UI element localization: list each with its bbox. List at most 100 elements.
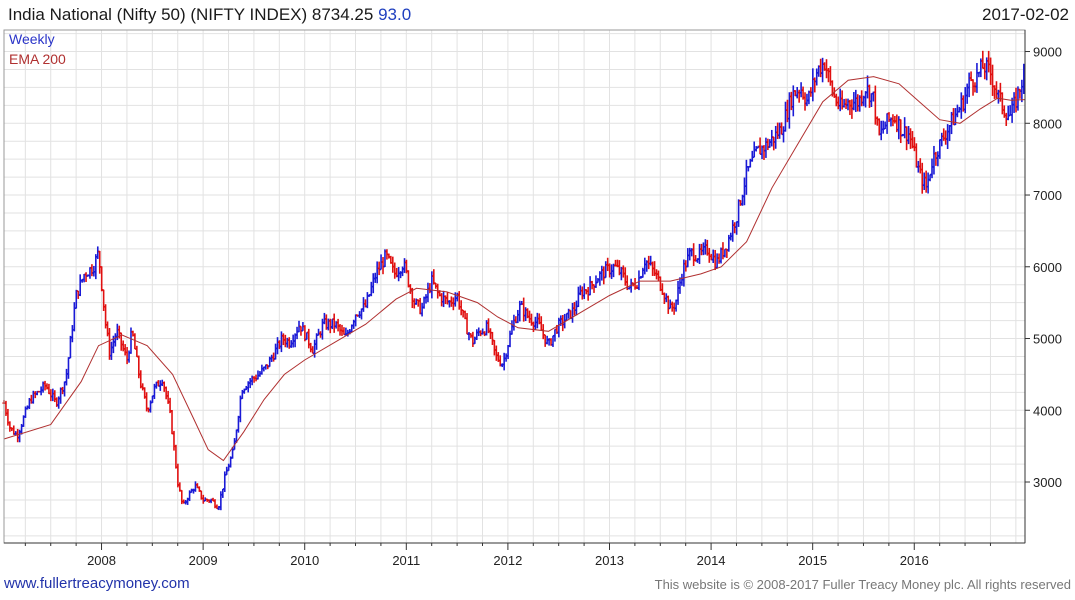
weekly-bar	[641, 267, 645, 278]
weekly-bar	[856, 94, 860, 112]
weekly-bar	[221, 488, 225, 498]
weekly-bar	[860, 90, 864, 107]
weekly-bar	[623, 267, 627, 286]
weekly-bar	[311, 346, 315, 355]
weekly-bar	[698, 243, 702, 265]
weekly-bar	[492, 339, 496, 356]
weekly-bar	[582, 283, 586, 300]
weekly-bar	[811, 68, 815, 102]
weekly-bar	[528, 310, 532, 323]
weekly-bar	[418, 297, 422, 315]
weekly-bar	[8, 421, 12, 432]
weekly-bar	[815, 68, 819, 86]
weekly-bar	[481, 328, 485, 335]
weekly-bar	[580, 286, 584, 300]
weekly-bar	[252, 376, 256, 383]
legend-weekly: Weekly	[9, 31, 55, 47]
weekly-bar	[109, 341, 113, 360]
weekly-bar	[541, 324, 545, 340]
weekly-bar	[893, 115, 897, 124]
weekly-bar	[254, 374, 258, 382]
weekly-bar	[317, 328, 321, 336]
weekly-bar	[543, 334, 547, 347]
weekly-bar	[420, 302, 424, 317]
weekly-bar	[703, 239, 707, 255]
weekly-bar	[721, 242, 725, 260]
weekly-bar	[401, 266, 405, 277]
weekly-bar	[946, 124, 950, 150]
weekly-bar	[750, 150, 754, 162]
weekly-bar	[699, 243, 703, 256]
weekly-bar	[360, 308, 364, 320]
weekly-bar	[139, 370, 143, 389]
weekly-bar	[201, 494, 205, 504]
weekly-bar	[68, 335, 72, 359]
chart-axes: 2008 2009 2010 2011 2012 2013 2014 2015 2016 3000…	[3, 29, 1062, 568]
weekly-bar	[825, 59, 829, 79]
weekly-bar	[762, 145, 766, 160]
y-tick-label: 5000	[1033, 332, 1062, 347]
weekly-bar	[881, 120, 885, 134]
weekly-bar	[666, 295, 670, 314]
weekly-bar	[852, 92, 856, 111]
copyright-notice: This website is © 2008-2017 Fuller Treac…	[654, 577, 1071, 592]
weekly-bar	[424, 294, 428, 304]
weekly-bar	[834, 93, 838, 107]
weekly-bar	[121, 340, 125, 352]
weekly-bar	[504, 353, 508, 362]
weekly-bar	[875, 116, 879, 126]
weekly-bar	[643, 257, 647, 275]
weekly-bar	[113, 333, 117, 347]
weekly-bar	[135, 345, 139, 358]
weekly-bar	[735, 221, 739, 235]
weekly-bar	[780, 122, 784, 136]
weekly-bar	[758, 137, 762, 156]
weekly-bar	[236, 415, 240, 433]
weekly-bar	[272, 352, 276, 362]
weekly-bar	[910, 131, 914, 149]
price-change: 93.0	[378, 5, 412, 24]
weekly-bar	[465, 313, 469, 335]
ema-200-polyline	[3, 76, 1026, 462]
weekly-bar	[604, 261, 608, 279]
weekly-bar	[656, 270, 660, 282]
weekly-bar	[723, 248, 727, 258]
weekly-bar	[123, 344, 127, 356]
weekly-bar	[170, 409, 174, 435]
weekly-bar	[778, 122, 782, 139]
weekly-bar	[754, 146, 758, 152]
weekly-bar	[608, 263, 612, 278]
weekly-bar	[49, 389, 53, 402]
website-link[interactable]: www.fullertreacymoney.com	[4, 575, 190, 592]
weekly-bar	[678, 277, 682, 294]
weekly-bar	[602, 266, 606, 285]
weekly-bar	[248, 378, 252, 389]
weekly-bar	[449, 296, 453, 307]
weekly-bar	[471, 331, 475, 348]
weekly-bar	[571, 302, 575, 323]
y-tick-label: 6000	[1033, 260, 1062, 275]
weekly-bar	[782, 126, 786, 143]
weekly-bar	[84, 272, 88, 283]
weekly-bar	[688, 247, 692, 261]
x-tick-label: 2014	[697, 553, 726, 568]
weekly-bar	[803, 92, 807, 111]
y-tick-label: 9000	[1033, 45, 1062, 60]
weekly-bar	[176, 463, 180, 488]
weekly-bar	[664, 293, 668, 303]
weekly-bar	[600, 265, 604, 281]
weekly-bar	[88, 267, 92, 279]
weekly-bar	[836, 96, 840, 110]
weekly-bar	[686, 248, 690, 268]
weekly-bar	[842, 98, 846, 108]
weekly-bar	[309, 342, 313, 353]
weekly-bar	[270, 354, 274, 362]
weekly-bar	[283, 334, 287, 348]
weekly-bar	[1008, 105, 1012, 117]
weekly-bar	[74, 289, 78, 310]
weekly-bar	[658, 276, 662, 292]
weekly-bar	[797, 89, 801, 103]
weekly-bar	[279, 331, 283, 353]
weekly-bar	[66, 357, 70, 379]
weekly-bar	[719, 247, 723, 264]
